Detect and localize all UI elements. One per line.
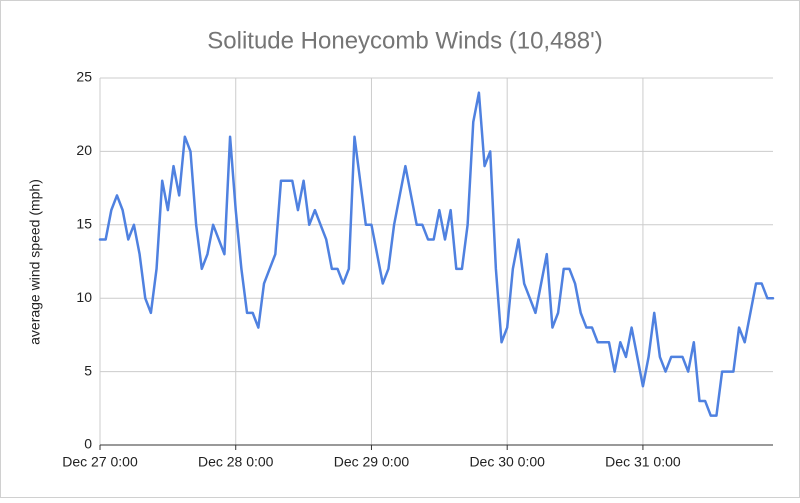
x-tick-label: Dec 31 0:00: [605, 454, 681, 470]
x-tick-label: Dec 30 0:00: [469, 454, 545, 470]
y-tick-label: 5: [84, 362, 92, 378]
data-line: [98, 91, 775, 417]
x-tick-label: Dec 29 0:00: [334, 454, 410, 470]
y-tick-label: 15: [76, 216, 92, 232]
chart-title: Solitude Honeycomb Winds (10,488'): [207, 27, 602, 54]
y-tick-label: 25: [76, 69, 92, 85]
y-axis-label: average wind speed (mph): [27, 179, 43, 345]
y-tick-label: 20: [76, 142, 92, 158]
y-tick-label: 0: [84, 436, 92, 452]
x-tick-label: Dec 28 0:00: [198, 454, 274, 470]
y-tick-label: 10: [76, 289, 92, 305]
x-tick-label: Dec 27 0:00: [62, 454, 138, 470]
